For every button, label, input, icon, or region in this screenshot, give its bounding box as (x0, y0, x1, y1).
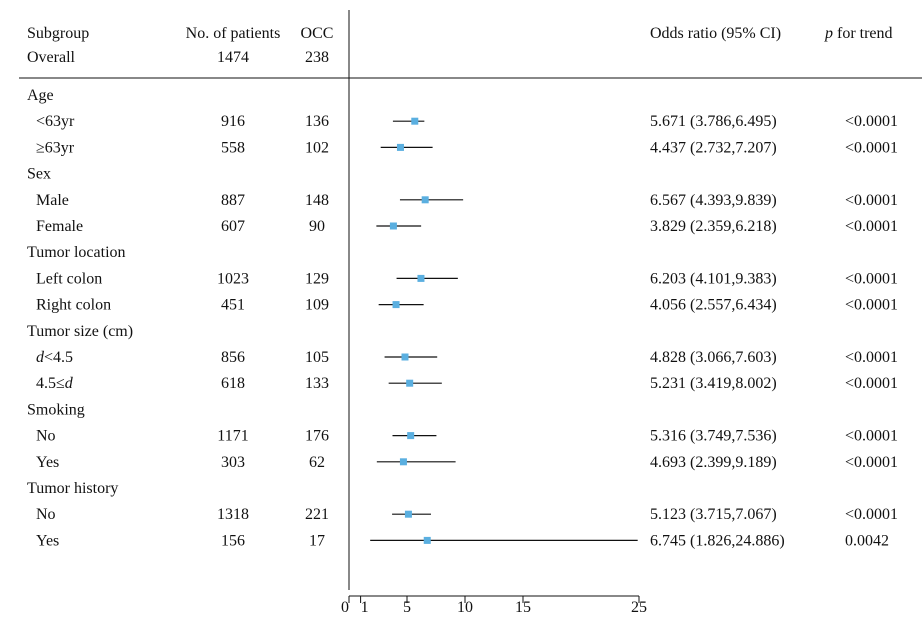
row-occ: 17 (309, 532, 325, 549)
row-p-value: <0.0001 (845, 297, 898, 314)
or-marker (401, 353, 409, 361)
row-odds-ratio-text: 4.828 (3.066,7.603) (650, 349, 777, 366)
row-p-value: 0.0042 (845, 532, 889, 549)
row-n-patients: 1171 (217, 428, 248, 445)
row-n-patients: 303 (221, 454, 245, 471)
or-marker (404, 510, 412, 518)
row-p-value: <0.0001 (845, 506, 898, 523)
row-label: ≥63yr (36, 139, 75, 156)
row-occ: 221 (305, 506, 329, 523)
row-odds-ratio-text: 4.056 (2.557,6.434) (650, 297, 777, 314)
row-n-patients: 451 (221, 297, 245, 314)
row-n-patients: 856 (221, 349, 245, 366)
row-occ: 102 (305, 139, 329, 156)
row-odds-ratio-text: 3.829 (2.359,6.218) (650, 218, 777, 235)
row-label: 4.5≤d (36, 375, 74, 392)
row-n-patients: 156 (221, 532, 245, 549)
row-odds-ratio-text: 4.437 (2.732,7.207) (650, 139, 777, 156)
x-tick-label: 1 (361, 599, 369, 616)
row-p-value: <0.0001 (845, 218, 898, 235)
or-marker (396, 143, 404, 151)
row-n-patients: 1318 (217, 506, 249, 523)
row-n-patients: 558 (221, 139, 245, 156)
row-p-value: <0.0001 (845, 375, 898, 392)
row-n-patients: 1023 (217, 270, 249, 287)
row-p-value: <0.0001 (845, 270, 898, 287)
row-label: Left colon (36, 270, 102, 287)
row-occ: 62 (309, 454, 325, 471)
x-tick-label: 15 (515, 599, 531, 616)
row-p-value: <0.0001 (845, 192, 898, 209)
row-label: Female (36, 218, 83, 235)
row-occ: 133 (305, 375, 329, 392)
row-n-patients: 916 (221, 113, 245, 130)
row-odds-ratio-text: 6.745 (1.826,24.886) (650, 532, 785, 549)
or-marker (417, 274, 425, 282)
row-odds-ratio-text: 5.671 (3.786,6.495) (650, 113, 777, 130)
row-odds-ratio-text: 4.693 (2.399,9.189) (650, 454, 777, 471)
group-title: Age (27, 87, 54, 104)
overall-occ: 238 (305, 49, 329, 66)
row-odds-ratio-text: 6.567 (4.393,9.839) (650, 192, 777, 209)
group-title: Smoking (27, 401, 85, 418)
header-p-for-trend: p for trend (824, 25, 893, 42)
group-title: Tumor history (27, 480, 118, 497)
overall-n: 1474 (217, 49, 249, 66)
row-p-value: <0.0001 (845, 454, 898, 471)
or-marker (407, 432, 415, 440)
group-title: Tumor size (cm) (27, 323, 133, 340)
header-occ: OCC (301, 25, 334, 42)
row-p-value: <0.0001 (845, 349, 898, 366)
row-label: Yes (36, 454, 59, 471)
row-odds-ratio-text: 5.316 (3.749,7.536) (650, 428, 777, 445)
or-marker (392, 301, 400, 309)
or-marker (399, 458, 407, 466)
row-occ: 109 (305, 297, 329, 314)
group-title: Tumor location (27, 244, 126, 261)
row-odds-ratio-text: 5.231 (3.419,8.002) (650, 375, 777, 392)
overall-label: Overall (27, 49, 76, 66)
x-tick-label: 5 (403, 599, 411, 616)
or-marker (421, 196, 429, 204)
row-occ: 129 (305, 270, 329, 287)
row-occ: 176 (305, 428, 329, 445)
x-tick-label: 10 (457, 599, 473, 616)
group-title: Sex (27, 166, 51, 183)
row-p-value: <0.0001 (845, 139, 898, 156)
row-odds-ratio-text: 6.203 (4.101,9.383) (650, 270, 777, 287)
or-marker (406, 379, 414, 387)
row-label: Male (36, 192, 69, 209)
row-label: <63yr (36, 113, 75, 130)
x-tick-label: 25 (631, 599, 647, 616)
row-odds-ratio-text: 5.123 (3.715,7.067) (650, 506, 777, 523)
row-occ: 136 (305, 113, 329, 130)
row-n-patients: 618 (221, 375, 245, 392)
row-n-patients: 887 (221, 192, 245, 209)
or-marker (423, 536, 431, 544)
row-occ: 148 (305, 192, 329, 209)
header-subgroup: Subgroup (27, 25, 89, 42)
or-marker (411, 117, 419, 125)
row-p-value: <0.0001 (845, 113, 898, 130)
or-marker (389, 222, 397, 230)
row-label: No (36, 428, 56, 445)
row-label: No (36, 506, 56, 523)
row-occ: 105 (305, 349, 329, 366)
x-tick-label: 0 (341, 599, 349, 616)
row-label: d<4.5 (36, 349, 73, 366)
header-odds-ratio: Odds ratio (95% CI) (650, 25, 781, 42)
row-label: Right colon (36, 297, 111, 314)
header-n-patients: No. of patients (186, 25, 281, 42)
row-label: Yes (36, 532, 59, 549)
row-occ: 90 (309, 218, 325, 235)
row-n-patients: 607 (221, 218, 245, 235)
row-p-value: <0.0001 (845, 428, 898, 445)
